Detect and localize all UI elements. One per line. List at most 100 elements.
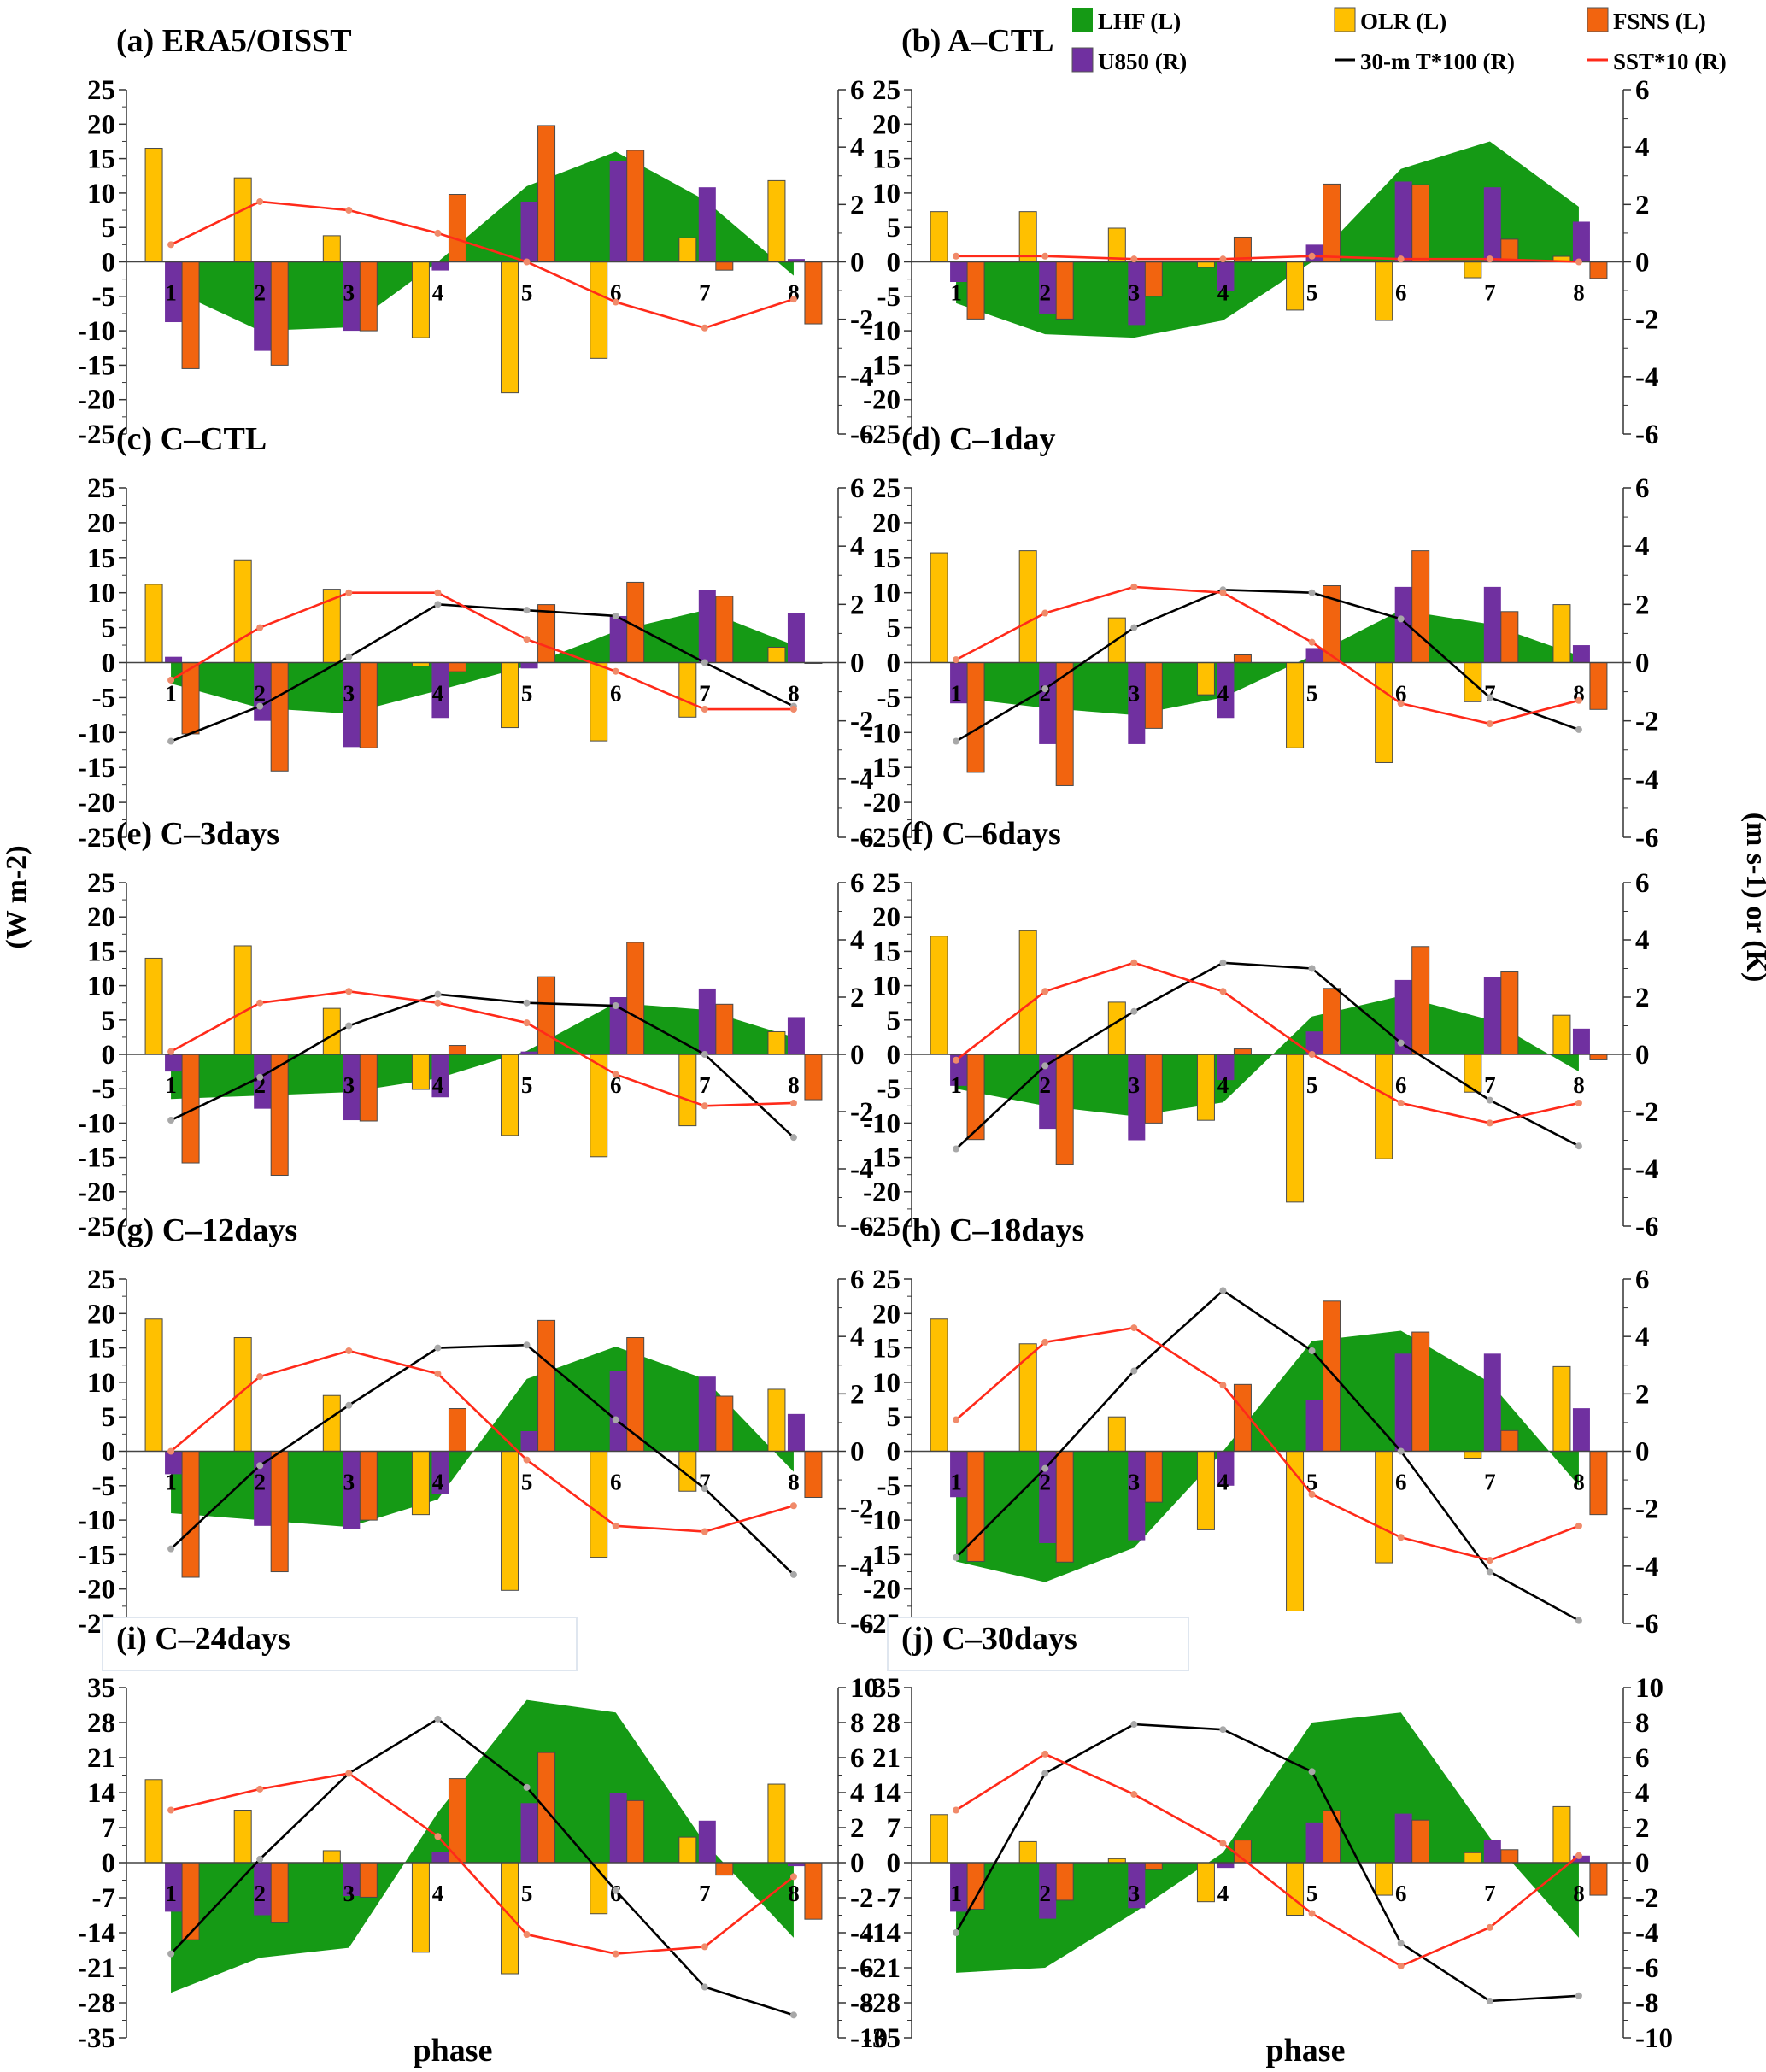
phase-label: 4 xyxy=(432,1072,444,1098)
phase-label: 4 xyxy=(432,280,444,306)
sst-point xyxy=(953,1056,960,1064)
right-tick-label: -4 xyxy=(1635,765,1659,795)
sst-point xyxy=(1397,255,1405,263)
sst-point xyxy=(1130,1324,1138,1332)
olr-bar xyxy=(411,1054,430,1090)
t30-point xyxy=(1486,1997,1493,2004)
t30-point xyxy=(434,1715,442,1723)
left-tick-label: 15 xyxy=(87,936,115,967)
left-tick-label: 0 xyxy=(887,1437,901,1468)
phase-label: 4 xyxy=(1217,1072,1229,1098)
fsns-bar xyxy=(270,1054,289,1177)
right-tick-label: 6 xyxy=(850,868,865,899)
right-tick-label: -2 xyxy=(850,1883,874,1914)
t30-point xyxy=(789,1570,797,1578)
t30-point xyxy=(1219,1726,1227,1734)
olr-bar xyxy=(233,1337,252,1453)
olr-bar xyxy=(322,1394,341,1452)
olr-bar xyxy=(501,1451,519,1591)
fsns-bar xyxy=(359,1054,378,1122)
olr-bar xyxy=(1107,1416,1126,1452)
right-tick-label: 6 xyxy=(1635,1743,1650,1774)
t30-point xyxy=(1308,965,1316,972)
t30-point xyxy=(345,1401,353,1409)
fsns-bar xyxy=(448,1408,466,1452)
u850-bar xyxy=(165,1451,183,1475)
phase-label: 5 xyxy=(1306,681,1318,707)
phase-label: 2 xyxy=(254,1881,266,1906)
t30-point xyxy=(1486,694,1493,701)
olr-bar xyxy=(678,237,697,263)
left-tick-label: 20 xyxy=(87,902,115,933)
olr-bar xyxy=(322,235,341,263)
left-tick-label: -10 xyxy=(78,1108,115,1139)
phase-label: 2 xyxy=(1039,1072,1051,1098)
phase-label: 5 xyxy=(521,1470,533,1495)
olr-bar xyxy=(411,1451,430,1516)
right-tick-label: -6 xyxy=(850,1953,874,1984)
t30-point xyxy=(1219,1287,1227,1294)
legend-label-t30: 30-m T*100 (R) xyxy=(1360,49,1515,74)
panel-title: (b) A–CTL xyxy=(901,23,1053,59)
right-tick-label: 4 xyxy=(850,531,865,562)
fsns-bar xyxy=(1411,184,1430,262)
u850-bar xyxy=(1572,1028,1590,1054)
fsns-bar xyxy=(1323,988,1341,1055)
sst-point xyxy=(612,1950,619,1958)
lhf-area xyxy=(171,1699,794,1993)
u850-bar xyxy=(431,261,449,271)
olr-bar xyxy=(411,261,430,338)
right-tick-label: 4 xyxy=(1635,1778,1650,1809)
sst-point xyxy=(1219,988,1227,995)
left-tick-label: -5 xyxy=(877,1471,901,1502)
phase-label: 8 xyxy=(1573,280,1585,306)
right-tick-label: -6 xyxy=(1635,1609,1659,1640)
sst-point xyxy=(1308,1051,1316,1058)
right-tick-label: 2 xyxy=(850,590,865,620)
fsns-bar xyxy=(270,1451,289,1573)
sst-point xyxy=(167,1447,175,1455)
fsns-bar xyxy=(966,662,985,773)
fsns-bar xyxy=(1144,1054,1163,1124)
t30-point xyxy=(1397,615,1405,623)
right-tick-label: 0 xyxy=(1635,1040,1650,1071)
phase-label: 3 xyxy=(1129,1072,1141,1098)
u850-bar xyxy=(787,259,805,262)
fsns-bar xyxy=(537,1319,556,1452)
phase-label: 5 xyxy=(521,681,533,707)
phase-label: 4 xyxy=(1217,1470,1229,1495)
phase-label: 6 xyxy=(1395,1881,1407,1906)
left-tick-label: -20 xyxy=(863,1575,901,1605)
fsns-bar xyxy=(715,261,734,271)
sst-point xyxy=(953,656,960,664)
fsns-bar xyxy=(270,261,289,366)
t30-point xyxy=(953,1553,960,1561)
u850-bar xyxy=(1572,645,1590,663)
phase-label: 5 xyxy=(521,1072,533,1098)
sst-point xyxy=(167,241,175,249)
legend: LHF (L) OLR (L) FSNS (L) U850 (R) 30-m T*100… xyxy=(1071,7,1727,74)
right-tick-label: -4 xyxy=(850,1552,874,1582)
right-tick-label: 0 xyxy=(850,1040,865,1071)
sst-line xyxy=(955,1326,1580,1562)
right-tick-label: -6 xyxy=(1635,1212,1659,1242)
left-tick-label: 0 xyxy=(102,649,116,679)
t30-point xyxy=(1130,624,1138,631)
olr-bar xyxy=(1196,1054,1215,1121)
t30-point xyxy=(167,1950,175,1958)
sst-point xyxy=(1219,255,1227,263)
sst-point xyxy=(1486,720,1493,728)
olr-bar xyxy=(501,261,519,394)
sst-point xyxy=(612,298,619,306)
sst-point xyxy=(789,296,797,303)
right-tick-label: -4 xyxy=(1635,1552,1659,1582)
sst-point xyxy=(953,252,960,260)
panel-a: (a) ERA5/OISST2520151050-5-10-15-20-2564… xyxy=(78,23,874,450)
fsns-bar xyxy=(1144,261,1163,297)
left-tick-label: -15 xyxy=(78,753,115,784)
olr-bar xyxy=(144,957,163,1055)
sst-point xyxy=(1308,638,1316,646)
right-tick-label: -2 xyxy=(1635,305,1659,336)
fsns-bar xyxy=(715,1395,734,1453)
olr-bar xyxy=(1375,1862,1393,1896)
